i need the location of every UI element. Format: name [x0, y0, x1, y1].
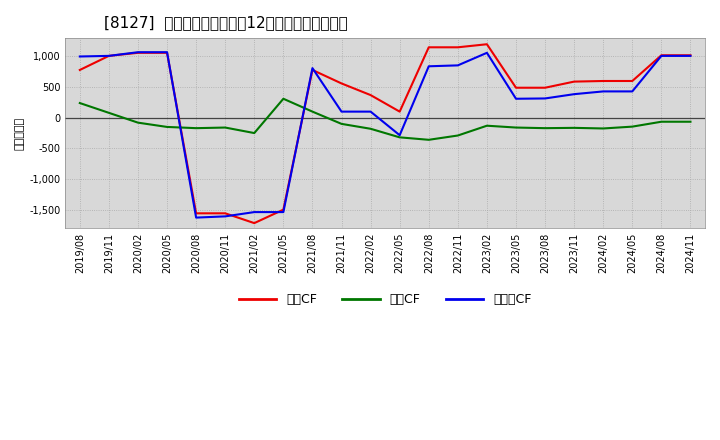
Text: [8127]  キャッシュフローの12か月移動合計の推移: [8127] キャッシュフローの12か月移動合計の推移 [104, 15, 348, 30]
Y-axis label: （百万円）: （百万円） [15, 117, 25, 150]
Legend: 営業CF, 投資CF, フリーCF: 営業CF, 投資CF, フリーCF [234, 288, 536, 311]
